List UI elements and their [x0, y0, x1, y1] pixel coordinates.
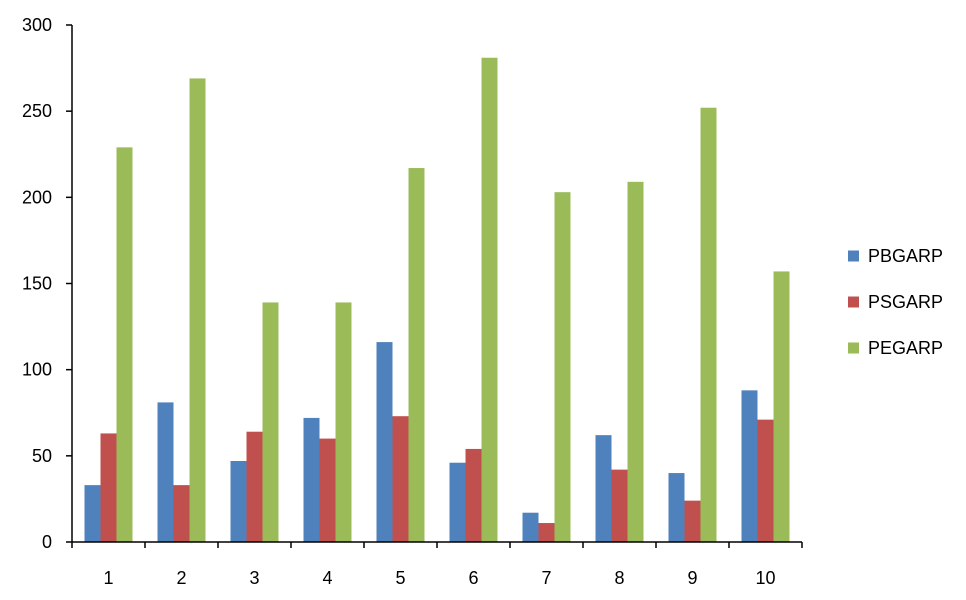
bar-pbgarp-7 [522, 512, 539, 542]
legend-swatch [848, 342, 859, 354]
bar-psgarp-4 [319, 438, 336, 542]
bar-psgarp-6 [465, 448, 482, 542]
bar-pegarp-9 [700, 107, 717, 542]
x-tick-label: 10 [755, 568, 775, 588]
legend-swatch [848, 296, 859, 308]
bar-pegarp-7 [554, 192, 571, 542]
x-tick-label: 9 [687, 568, 697, 588]
bar-psgarp-1 [100, 433, 117, 542]
y-tick-label: 200 [22, 187, 52, 207]
bar-pbgarp-8 [595, 435, 612, 542]
bars-layer [84, 57, 790, 542]
bar-pbgarp-9 [668, 473, 685, 542]
legend-item-pbgarp: PBGARP [848, 246, 943, 266]
bar-pbgarp-10 [741, 390, 758, 542]
bar-pbgarp-1 [84, 485, 101, 542]
legend-item-pegarp: PEGARP [848, 338, 943, 358]
bar-pegarp-1 [116, 147, 133, 542]
x-tick-label: 2 [176, 568, 186, 588]
legend-label: PBGARP [868, 246, 943, 266]
bar-pegarp-4 [335, 302, 352, 542]
bar-pbgarp-3 [230, 461, 247, 542]
x-tick-label: 8 [614, 568, 624, 588]
bar-psgarp-3 [246, 431, 263, 542]
bar-pegarp-10 [773, 271, 790, 542]
bar-pegarp-8 [627, 181, 644, 542]
x-tick-label: 5 [395, 568, 405, 588]
x-tick-label: 6 [468, 568, 478, 588]
y-tick-label: 300 [22, 15, 52, 35]
y-tick-label: 250 [22, 101, 52, 121]
bar-pbgarp-5 [376, 342, 393, 542]
bar-psgarp-9 [684, 500, 701, 542]
bar-pegarp-5 [408, 168, 425, 542]
legend-item-psgarp: PSGARP [848, 292, 943, 312]
x-tick-label: 3 [249, 568, 259, 588]
legend-label: PEGARP [868, 338, 943, 358]
bar-pbgarp-4 [303, 417, 320, 542]
bar-pegarp-2 [189, 78, 206, 542]
legend: PBGARP PSGARP PEGARP [848, 246, 943, 358]
bar-psgarp-8 [611, 469, 628, 542]
bar-pbgarp-6 [449, 462, 466, 542]
bar-psgarp-2 [173, 485, 190, 542]
bar-psgarp-10 [757, 419, 774, 542]
bar-pbgarp-2 [157, 402, 174, 542]
y-tick-label: 150 [22, 274, 52, 294]
y-tick-label: 50 [32, 446, 52, 466]
axes-layer: 0 50 100 150 200 250 300 1 2 3 4 5 6 7 8 9 10 [22, 15, 803, 588]
bar-psgarp-5 [392, 416, 409, 542]
bar-pegarp-6 [481, 57, 498, 542]
bar-psgarp-7 [538, 523, 555, 542]
legend-label: PSGARP [868, 292, 943, 312]
legend-swatch [848, 250, 859, 262]
y-tick-label: 100 [22, 360, 52, 380]
y-tick-label: 0 [42, 532, 52, 552]
x-tick-label: 7 [541, 568, 551, 588]
x-tick-label: 1 [103, 568, 113, 588]
x-tick-label: 4 [322, 568, 332, 588]
bar-pegarp-3 [262, 302, 279, 542]
